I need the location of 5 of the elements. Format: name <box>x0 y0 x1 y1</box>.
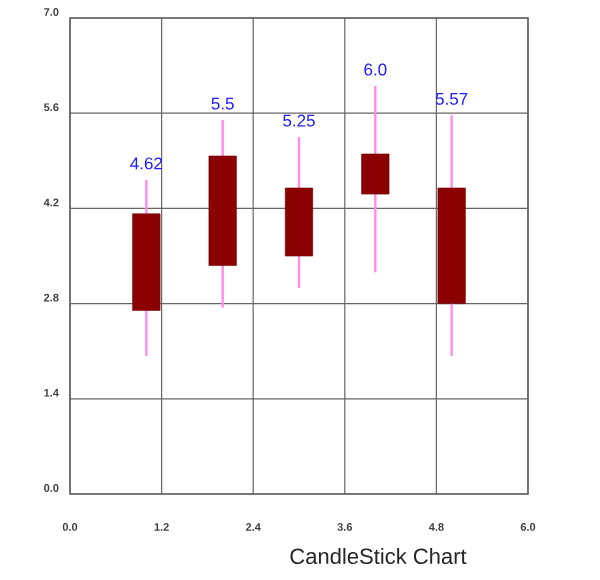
candlestick <box>361 84 390 274</box>
text: 5.25 <box>283 114 315 127</box>
text: 5.5 <box>211 97 234 110</box>
text: 6.0 <box>364 63 387 76</box>
text: CandleStick Chart <box>290 547 467 565</box>
